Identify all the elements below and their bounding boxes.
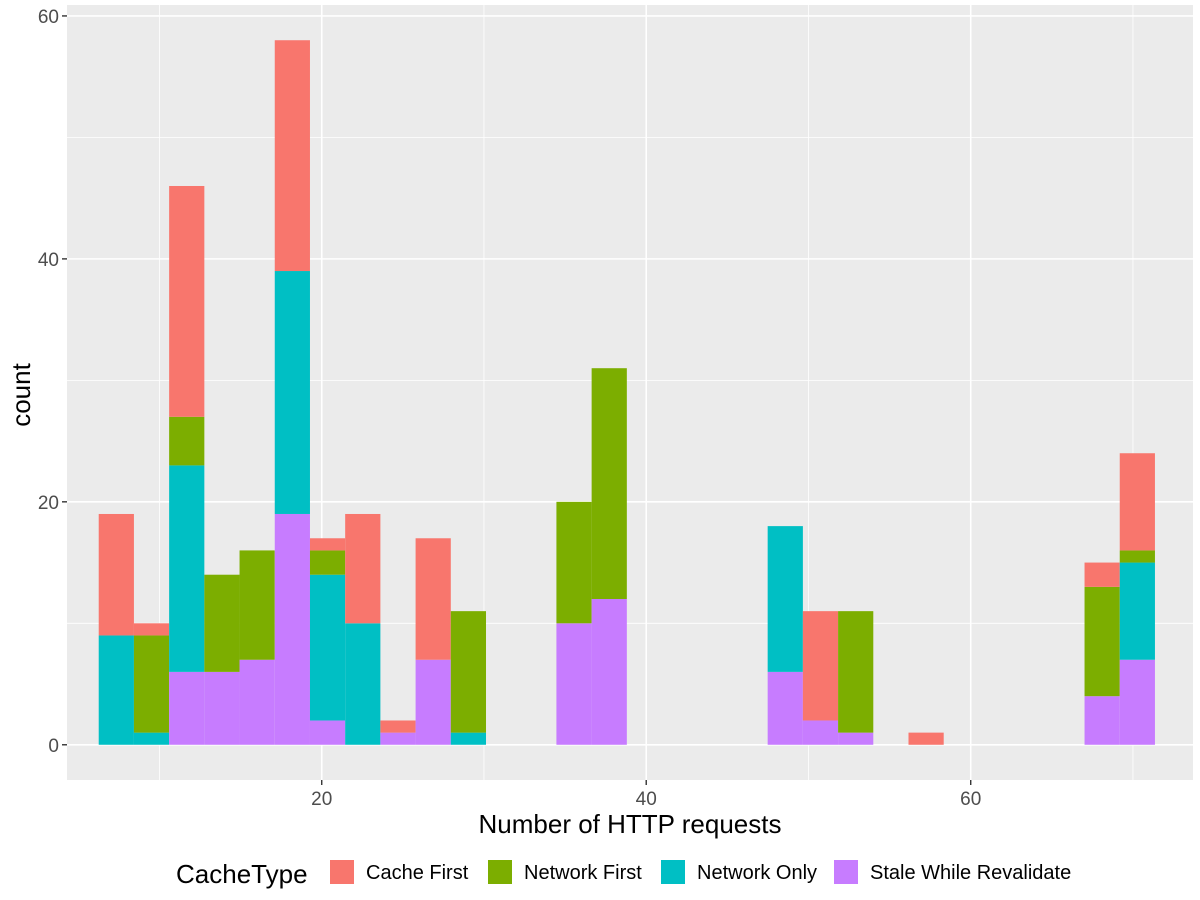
bar-segment-stale-while-revalidate xyxy=(204,671,240,745)
bar-segment-cache-first xyxy=(98,513,134,636)
bar-segment-cache-first xyxy=(274,40,310,272)
bar-segment-stale-while-revalidate xyxy=(591,599,627,745)
bar-segment-stale-while-revalidate xyxy=(309,720,346,745)
bar-segment-stale-while-revalidate xyxy=(767,671,803,745)
bar-segment-network-first xyxy=(239,550,275,660)
bar-segment-cache-first xyxy=(802,611,839,721)
bar-segment-cache-first xyxy=(1119,453,1155,551)
legend-title: CacheType xyxy=(176,859,308,889)
legend-label-network-only: Network Only xyxy=(697,862,817,884)
x-tick-label: 20 xyxy=(311,789,332,810)
y-axis-title: count xyxy=(6,362,36,426)
y-tick-label: 60 xyxy=(38,7,59,28)
bar-segment-stale-while-revalidate xyxy=(169,671,205,745)
bar-segment-cache-first xyxy=(415,538,451,660)
bar-segment-network-only xyxy=(169,465,205,672)
bar-segment-network-first xyxy=(169,416,205,466)
legend-key-cache-first xyxy=(330,860,354,884)
bar-segment-cache-first xyxy=(133,623,170,636)
y-tick-label: 40 xyxy=(38,250,59,271)
y-tick-label: 0 xyxy=(48,736,59,757)
bar-segment-stale-while-revalidate xyxy=(380,732,416,745)
legend-label-stale-while-revalidate: Stale While Revalidate xyxy=(870,862,1071,884)
legend: CacheType Cache First Network First Networ… xyxy=(176,859,1071,889)
bar-segment-network-only xyxy=(309,574,346,721)
bar-segment-network-first xyxy=(450,611,487,733)
bar-segment-stale-while-revalidate xyxy=(239,659,275,745)
legend-label-network-first: Network First xyxy=(524,862,642,884)
bar-segment-cache-first xyxy=(908,732,944,745)
bar-segment-network-first xyxy=(591,368,627,600)
legend-label-cache-first: Cache First xyxy=(366,862,469,884)
bar-segment-cache-first xyxy=(380,720,416,733)
x-axis-title: Number of HTTP requests xyxy=(479,809,782,839)
bar-segment-stale-while-revalidate xyxy=(1084,696,1120,745)
bar-segment-stale-while-revalidate xyxy=(1119,659,1155,745)
x-axis: 20 40 60 xyxy=(311,780,981,810)
y-axis: 0 20 40 60 xyxy=(38,7,67,757)
bar-segment-network-first xyxy=(133,635,170,733)
bar-segment-network-only xyxy=(345,623,381,745)
bar-segment-network-first xyxy=(838,611,874,733)
bar-segment-network-only xyxy=(767,526,803,672)
bar-segment-stale-while-revalidate xyxy=(802,720,839,745)
y-tick-label: 20 xyxy=(38,493,59,514)
bar-segment-stale-while-revalidate xyxy=(415,659,451,745)
bars xyxy=(98,40,1155,745)
x-tick-label: 60 xyxy=(960,789,981,810)
bar-segment-cache-first xyxy=(345,513,381,624)
bar-segment-cache-first xyxy=(309,538,346,551)
legend-key-network-only xyxy=(661,860,685,884)
bar-segment-network-first xyxy=(1084,586,1120,697)
legend-key-stale-while-revalidate xyxy=(834,860,858,884)
bar-segment-network-only xyxy=(133,732,170,745)
bar-segment-stale-while-revalidate xyxy=(274,513,310,745)
grid-minor xyxy=(67,5,1193,780)
bar-segment-network-first xyxy=(309,550,346,575)
bar-segment-network-only xyxy=(98,635,134,745)
x-tick-label: 40 xyxy=(636,789,657,810)
bar-segment-network-first xyxy=(204,574,240,672)
bar-segment-network-first xyxy=(1119,550,1155,563)
bar-segment-network-only xyxy=(1119,562,1155,660)
bar-segment-network-first xyxy=(556,501,592,624)
bar-segment-network-only xyxy=(274,271,310,514)
legend-key-network-first xyxy=(488,860,512,884)
bar-segment-cache-first xyxy=(169,185,205,417)
bar-segment-cache-first xyxy=(1084,562,1120,587)
bar-segment-network-only xyxy=(450,732,487,745)
bar-segment-stale-while-revalidate xyxy=(556,623,592,745)
bar-segment-stale-while-revalidate xyxy=(838,732,874,745)
